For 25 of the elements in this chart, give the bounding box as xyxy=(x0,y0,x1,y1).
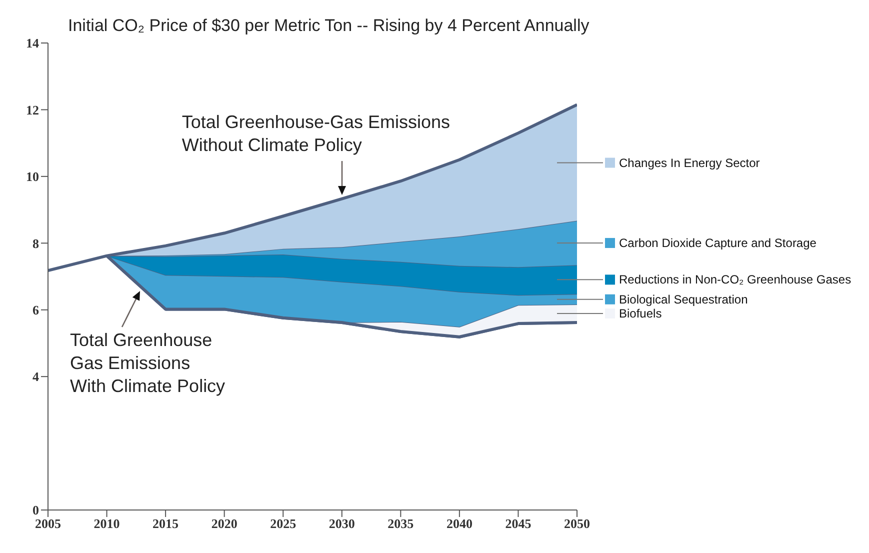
annotation: Total Greenhouse-Gas Emissions Without Climate Policy xyxy=(182,110,450,157)
y-tick-label: 8 xyxy=(32,236,40,251)
legend-label: Reductions in Non-CO₂ Greenhouse Gases xyxy=(619,272,852,287)
y-tick-label: 4 xyxy=(32,369,40,384)
legend-label: Changes In Energy Sector xyxy=(619,156,760,170)
chart-title: Initial CO₂ Price of $30 per Metric Ton -- Rising by 4 Percent Annually xyxy=(68,16,590,36)
y-tick-label: 12 xyxy=(26,102,39,118)
y-tick-label: 6 xyxy=(32,302,40,318)
x-tick-label: 2005 xyxy=(35,516,62,532)
y-tick-label: 0 xyxy=(32,502,39,518)
legend-label: Carbon Dioxide Capture and Storage xyxy=(619,236,817,250)
x-tick-label: 2015 xyxy=(152,516,180,532)
y-tick-label: 10 xyxy=(26,169,39,184)
x-tick-label: 2010 xyxy=(94,516,120,532)
x-tick-label: 2025 xyxy=(270,516,297,532)
x-tick-label: 2040 xyxy=(446,516,472,532)
legend-label: Biological Sequestration xyxy=(619,292,748,306)
y-tick-label: 14 xyxy=(26,36,40,51)
x-tick-label: 2045 xyxy=(505,516,532,532)
legend-label: Biofuels xyxy=(619,306,662,321)
annotation: Total Greenhouse Gas Emissions With Climate Policy xyxy=(70,328,226,398)
x-tick-label: 2030 xyxy=(328,516,355,532)
x-tick-label: 2035 xyxy=(388,516,414,532)
x-tick-label: 2020 xyxy=(211,516,238,532)
x-tick-label: 2050 xyxy=(564,516,590,532)
